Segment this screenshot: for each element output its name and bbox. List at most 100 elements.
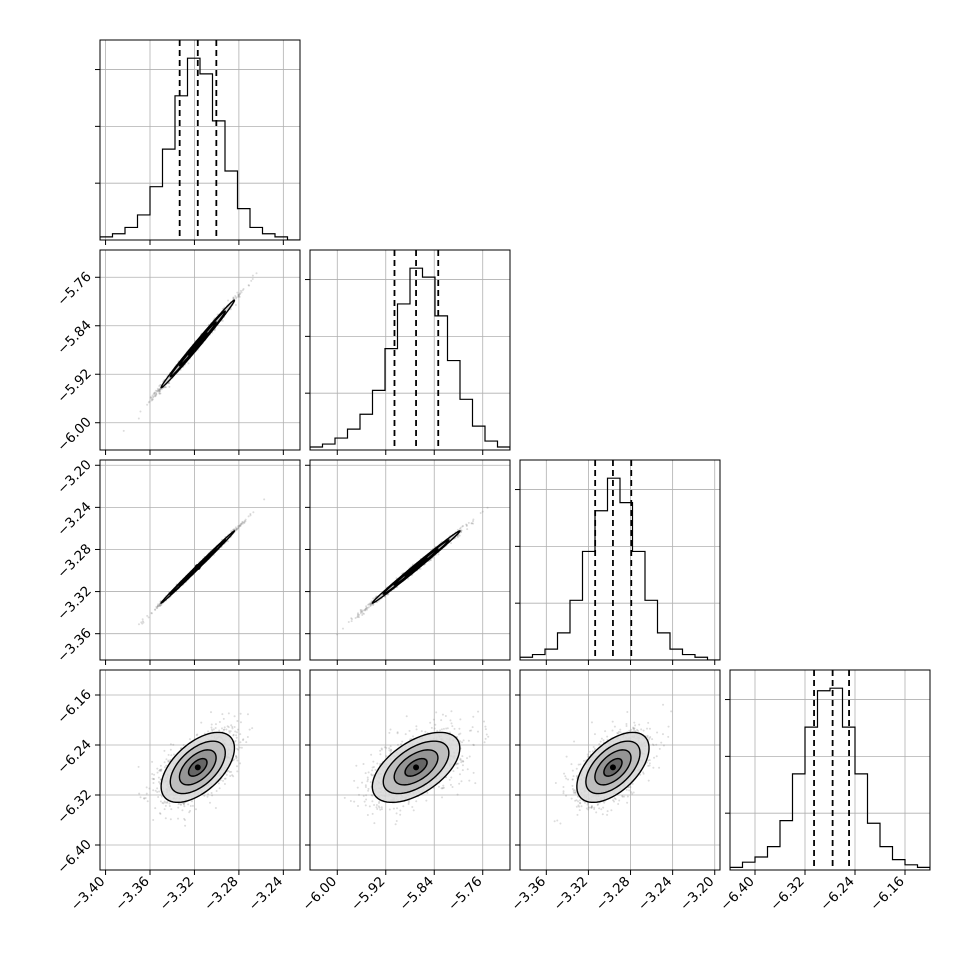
scatter-point [465, 523, 468, 526]
scatter-point [235, 528, 238, 531]
contour-3 [404, 557, 428, 577]
hist-panel-1 [305, 249, 511, 455]
scatter-point [122, 429, 125, 432]
scatter-point [472, 518, 475, 521]
scatter-point [365, 607, 368, 610]
scatter-point [350, 617, 353, 620]
scatter-point [358, 613, 361, 616]
scatter-point [229, 308, 232, 311]
scatter-point [158, 388, 161, 391]
scatter-point [157, 388, 160, 391]
scatter-point [155, 390, 158, 393]
scatter-point [456, 534, 459, 537]
scatter-point [158, 603, 161, 606]
scatter-point [361, 612, 364, 615]
scatter-point [247, 515, 250, 518]
hist-panel-0 [95, 39, 301, 245]
scatter-point [239, 292, 242, 295]
hist-outline-2 [520, 477, 720, 660]
scatter-point [237, 524, 240, 527]
contour-3 [187, 332, 208, 356]
scatter-point [486, 506, 489, 509]
scatter-point [227, 712, 230, 715]
scatter-point [243, 521, 246, 524]
scatter-point [151, 760, 154, 763]
scatter-point [240, 522, 243, 525]
scatter-point [164, 817, 167, 820]
scatter-point [255, 272, 258, 275]
scatter-point [159, 604, 162, 607]
scatter-point [168, 802, 171, 805]
scatter-point [237, 296, 240, 299]
scatter-point [252, 511, 255, 514]
scatter-point [384, 595, 387, 598]
scatter-point [233, 726, 236, 729]
scatter-point [365, 605, 368, 608]
panel-frame [99, 249, 301, 451]
scatter-point [367, 606, 370, 609]
scatter-point [159, 383, 162, 386]
ytick-label-2-1: −3.32 [54, 583, 95, 624]
scatter-point [237, 525, 240, 528]
scatter-point [233, 528, 236, 531]
scatter-point [370, 603, 373, 606]
scatter-point [147, 401, 150, 404]
scatter-point [155, 392, 158, 395]
scatter-point [158, 390, 161, 393]
scatter-point [211, 729, 214, 732]
scatter-point [141, 618, 144, 621]
scatter-point [157, 603, 160, 606]
panel-content [310, 250, 510, 450]
scatter-point [232, 297, 235, 300]
scatter-point [239, 525, 242, 528]
scatter-point [235, 757, 238, 760]
scatter-point [152, 396, 155, 399]
scatter-point [234, 304, 237, 307]
scatter-point [456, 536, 459, 539]
scatter-point [241, 520, 244, 523]
scatter-point [157, 390, 160, 393]
scatter-point [234, 295, 237, 298]
scatter-point [350, 620, 353, 623]
scatter-point [359, 609, 362, 612]
scatter-point [243, 521, 246, 524]
scatter-point [231, 528, 234, 531]
scatter-point [157, 604, 160, 607]
scatter-point [357, 615, 360, 618]
scatter-point [156, 606, 159, 609]
scatter-point [154, 394, 157, 397]
contour-0 [371, 530, 461, 604]
scatter-point [240, 523, 243, 526]
scatter-point [367, 603, 370, 606]
hist-outline-0 [100, 57, 300, 240]
scatter-point [238, 524, 241, 527]
scatter-point [154, 608, 157, 611]
scatter-point [237, 526, 240, 529]
scatter-point [237, 294, 240, 297]
scatter-point [235, 297, 238, 300]
scatter-point [356, 613, 359, 616]
scatter-point [194, 808, 197, 811]
scatter-point [450, 542, 453, 545]
scatter-point [158, 385, 161, 388]
scatter-point [365, 606, 368, 609]
scatter-point [235, 755, 238, 758]
scatter-point [237, 728, 240, 731]
scatter-panel-3-0: −6.40−6.32−6.24−6.16−3.40 −3.36 −3.32 −3.28… [54, 669, 301, 914]
scatter-point [139, 796, 142, 799]
scatter-point [232, 296, 235, 299]
scatter-panel-2-0: −3.36−3.32−3.28−3.24−3.20 [54, 457, 301, 666]
scatter-point [158, 389, 161, 392]
scatter-point [366, 606, 369, 609]
scatter-point [149, 396, 152, 399]
scatter-point [157, 389, 160, 392]
scatter-point [148, 787, 151, 790]
scatter-point [365, 608, 368, 611]
scatter-point [151, 398, 154, 401]
scatter-point [369, 602, 372, 605]
hist-panel-2 [515, 459, 721, 665]
scatter-point [167, 759, 170, 762]
scatter-point [152, 395, 155, 398]
scatter-point [156, 605, 159, 608]
scatter-point [160, 603, 163, 606]
